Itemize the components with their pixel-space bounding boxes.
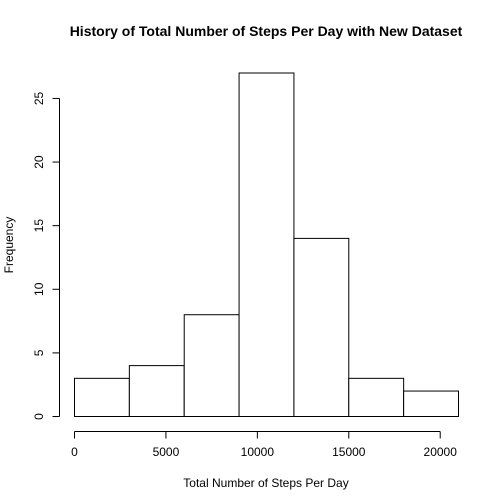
y-axis-label: Frequency: [2, 217, 16, 274]
x-axis: 0 5000 10000 15000 20000: [71, 431, 458, 459]
histogram-bar-5: [348, 377, 405, 418]
x-tick-label: 10000: [241, 445, 275, 459]
y-tick-label: 10: [32, 282, 46, 296]
x-tick-label: 20000: [424, 445, 458, 459]
y-tick-label: 15: [32, 219, 46, 233]
histogram-bar-0: [74, 377, 130, 418]
y-tick-label: 25: [32, 91, 46, 105]
x-tick-label: 5000: [153, 445, 180, 459]
histogram-bar-4: [293, 237, 350, 417]
histogram-bar-1: [128, 365, 185, 418]
histogram-bar-3: [238, 72, 295, 417]
x-axis-label: Total Number of Steps Per Day: [183, 476, 348, 490]
x-tick-label: 15000: [332, 445, 366, 459]
histogram-bar-6: [403, 390, 459, 417]
y-tick-label: 5: [32, 349, 46, 356]
y-tick-label: 20: [32, 155, 46, 169]
chart-title: History of Total Number of Steps Per Day…: [70, 23, 463, 39]
y-tick-label: 0: [32, 413, 46, 420]
x-tick-label: 0: [71, 445, 78, 459]
y-axis: 0 5 10 15 20 25: [32, 91, 60, 420]
histogram-bars: [74, 72, 459, 418]
histogram-bar-2: [183, 314, 240, 418]
